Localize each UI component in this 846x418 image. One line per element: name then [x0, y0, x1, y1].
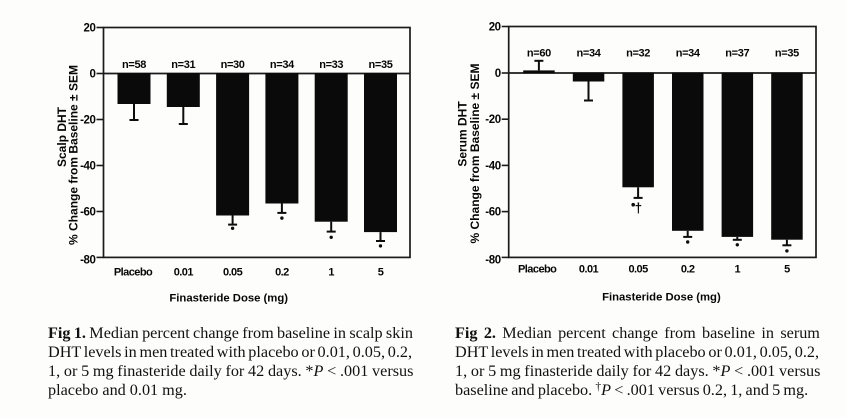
svg-text:n=34: n=34 — [676, 48, 701, 60]
svg-text:n=35: n=35 — [369, 59, 393, 71]
svg-text:†: † — [635, 201, 643, 216]
svg-text:Serum DHT: Serum DHT — [456, 101, 470, 167]
svg-text:0.05: 0.05 — [223, 267, 243, 279]
svg-text:-20: -20 — [80, 115, 95, 127]
svg-text:% Change from Baseline ± SEM: % Change from Baseline ± SEM — [66, 65, 80, 245]
svg-text:n=32: n=32 — [626, 48, 650, 60]
svg-text:0.2: 0.2 — [275, 267, 289, 279]
svg-text:n=60: n=60 — [527, 48, 551, 60]
svg-text:20: 20 — [489, 22, 501, 34]
svg-text:0: 0 — [90, 69, 96, 81]
svg-text:Finasteride Dose (mg): Finasteride Dose (mg) — [602, 292, 721, 304]
svg-text:Finasteride Dose (mg): Finasteride Dose (mg) — [169, 293, 288, 305]
svg-text:Scalp DHT: Scalp DHT — [55, 106, 69, 167]
svg-text:n=58: n=58 — [122, 59, 146, 71]
svg-text:0.01: 0.01 — [579, 264, 599, 276]
svg-text:20: 20 — [84, 23, 96, 35]
svg-text:n=34: n=34 — [577, 48, 602, 60]
svg-text:-40: -40 — [80, 161, 95, 173]
svg-text:-60: -60 — [485, 207, 500, 219]
svg-text:n=37: n=37 — [725, 48, 749, 60]
svg-text:1: 1 — [735, 264, 741, 276]
svg-text:n=33: n=33 — [319, 59, 343, 71]
svg-text:Placebo: Placebo — [114, 267, 153, 279]
svg-text:Placebo: Placebo — [518, 264, 557, 276]
svg-text:5: 5 — [378, 267, 384, 279]
svg-text:-80: -80 — [485, 254, 500, 266]
svg-text:-40: -40 — [485, 160, 500, 172]
svg-text:5: 5 — [784, 264, 790, 276]
svg-text:-80: -80 — [80, 254, 95, 266]
svg-text:1: 1 — [328, 267, 334, 279]
svg-text:-60: -60 — [80, 207, 95, 219]
svg-text:0.05: 0.05 — [628, 264, 648, 276]
svg-text:0: 0 — [495, 68, 501, 80]
svg-text:n=34: n=34 — [270, 59, 295, 71]
svg-text:n=31: n=31 — [171, 59, 195, 71]
svg-text:0.01: 0.01 — [174, 267, 194, 279]
svg-text:n=35: n=35 — [775, 48, 799, 60]
svg-text:-20: -20 — [485, 114, 500, 126]
svg-text:n=30: n=30 — [221, 59, 245, 71]
svg-text:0.2: 0.2 — [681, 264, 695, 276]
svg-text:% Change from Baseline ± SEM: % Change from Baseline ± SEM — [468, 64, 482, 244]
